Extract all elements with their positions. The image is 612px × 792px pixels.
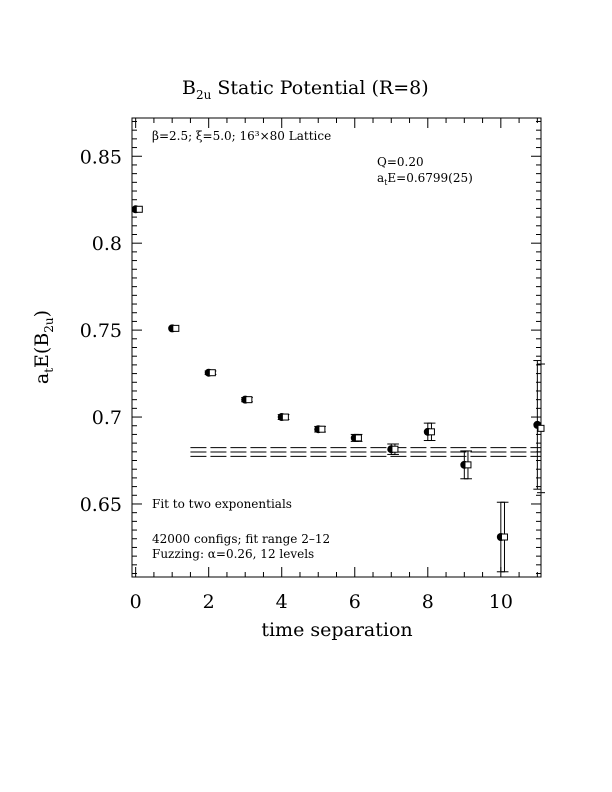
title-subscript: 2u: [196, 88, 212, 102]
ylabel-e: E(B: [31, 333, 53, 368]
ylabel-t: t: [42, 368, 56, 373]
fuzzing-annotation: Fuzzing: α=0.26, 12 levels: [152, 547, 314, 561]
y-tick-label: 0.85: [80, 146, 122, 168]
ylabel-sub: 2u: [42, 317, 56, 333]
y-tick-label: 0.65: [80, 494, 122, 516]
data-point-square: [172, 324, 180, 332]
x-tick-label: 4: [276, 591, 288, 613]
annotations: β=2.5; ξ=5.0; 16³×80 Lattice Q=0.20 atE=…: [152, 129, 473, 561]
title-rest: Static Potential (R=8): [211, 77, 428, 99]
x-tick-label: 0: [130, 591, 142, 613]
y-axis-label: atE(B2u): [31, 310, 56, 384]
data-point-square: [245, 396, 253, 404]
data-points: [131, 205, 545, 573]
fit-description: Fit to two exponentials: [152, 497, 292, 511]
q-annotation: Q=0.20: [377, 155, 424, 169]
x-axis-label: time separation: [261, 619, 412, 641]
title-main: B: [182, 77, 196, 99]
data-point-square: [500, 533, 508, 541]
ylabel-a: a: [31, 373, 53, 384]
x-tick-label: 8: [422, 591, 434, 613]
data-point-square: [537, 424, 545, 432]
chart-title: B2u Static Potential (R=8): [182, 77, 429, 102]
x-tick-label: 6: [349, 591, 361, 613]
data-point-square: [391, 445, 399, 453]
data-point-square: [318, 425, 326, 433]
lattice-annotation: β=2.5; ξ=5.0; 16³×80 Lattice: [152, 129, 331, 143]
configs-annotation: 42000 configs; fit range 2–12: [152, 532, 330, 546]
data-point-square: [135, 205, 143, 213]
data-point-square: [427, 428, 435, 436]
data-point-square: [464, 461, 472, 469]
y-tick-label: 0.8: [92, 233, 122, 255]
energy-rest: E=0.6799(25): [387, 171, 472, 185]
data-point-square: [208, 369, 216, 377]
energy-a: a: [377, 171, 384, 185]
energy-annotation: atE=0.6799(25): [377, 171, 473, 187]
data-point-square: [281, 413, 289, 421]
ylabel-close: ): [31, 310, 53, 317]
x-tick-label: 2: [203, 591, 215, 613]
data-point-square: [354, 434, 362, 442]
x-tick-label: 10: [489, 591, 513, 613]
fit-band: [190, 447, 541, 457]
y-tick-label: 0.7: [92, 407, 122, 429]
y-tick-label: 0.75: [80, 320, 122, 342]
svg-text:B2u Static Potential (R=8): B2u Static Potential (R=8): [182, 77, 429, 102]
energy-t: t: [384, 178, 388, 187]
svg-text:atE(B2u): atE(B2u): [31, 310, 56, 384]
axes: 0 2 4 6 8 10 0.65 0.7 0.75 0.8 0.85: [80, 117, 542, 613]
